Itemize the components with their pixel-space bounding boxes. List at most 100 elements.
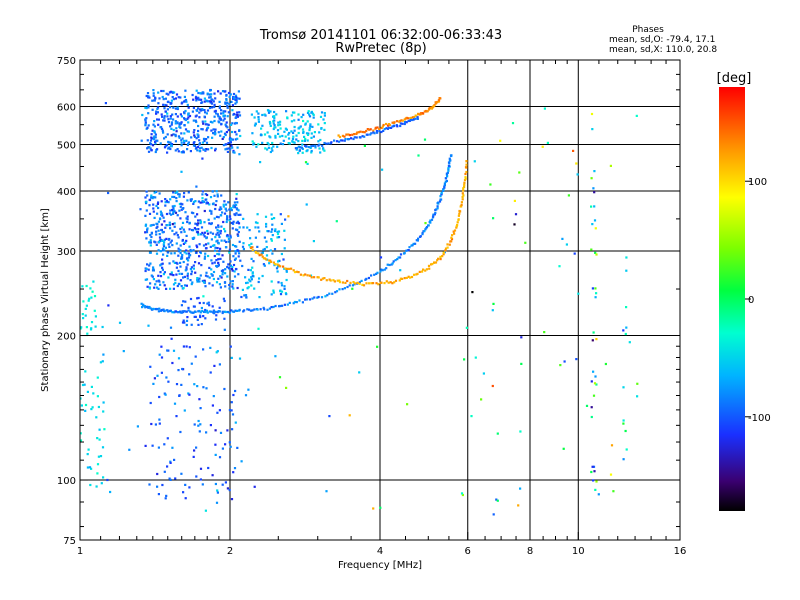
data-point <box>199 315 202 319</box>
data-point <box>163 146 167 149</box>
data-point <box>220 123 223 126</box>
data-point <box>214 97 217 100</box>
data-point <box>401 119 404 122</box>
data-point <box>258 254 261 257</box>
data-point <box>168 245 171 248</box>
data-point <box>92 392 95 395</box>
data-point <box>300 116 303 119</box>
data-point <box>186 263 189 266</box>
data-point <box>398 279 401 282</box>
data-point <box>181 203 184 206</box>
data-point <box>150 196 153 199</box>
data-point <box>178 195 181 198</box>
data-point <box>337 134 340 137</box>
data-point <box>85 284 88 288</box>
data-point <box>426 110 429 113</box>
data-point <box>338 279 341 282</box>
data-point <box>250 246 253 249</box>
data-point <box>380 281 383 284</box>
data-point <box>320 296 324 299</box>
data-points <box>80 88 639 516</box>
data-point <box>190 250 193 253</box>
data-point <box>165 104 168 107</box>
y-tick-label: 600 <box>57 103 76 114</box>
data-point <box>231 428 234 431</box>
data-point <box>156 107 159 110</box>
data-point <box>405 121 408 124</box>
data-point <box>356 131 359 134</box>
data-point <box>181 238 184 242</box>
data-point <box>169 326 173 329</box>
data-point <box>149 147 152 150</box>
data-point <box>233 275 237 278</box>
data-point <box>513 199 516 202</box>
data-point <box>187 141 190 144</box>
data-point <box>345 133 348 136</box>
data-point <box>184 241 187 244</box>
data-point <box>270 260 273 263</box>
data-point <box>200 128 203 131</box>
data-point <box>239 213 242 216</box>
data-point <box>251 272 254 275</box>
data-point <box>304 137 307 141</box>
data-point <box>170 213 173 216</box>
data-point <box>174 310 178 313</box>
data-point <box>300 146 303 149</box>
data-point <box>145 200 148 203</box>
data-point <box>183 132 186 135</box>
data-point <box>231 283 234 286</box>
x-tick-label: 2 <box>227 546 233 557</box>
data-point <box>370 274 373 277</box>
data-point <box>286 116 289 119</box>
data-point <box>391 121 394 124</box>
data-point <box>158 395 161 399</box>
data-point <box>212 100 215 103</box>
data-point <box>391 282 394 285</box>
data-point <box>269 122 272 125</box>
data-point <box>249 269 252 272</box>
data-point <box>161 115 164 118</box>
data-point <box>217 90 220 93</box>
data-point <box>381 168 384 171</box>
data-point <box>155 226 158 229</box>
data-point <box>157 446 160 449</box>
data-point <box>491 309 494 312</box>
data-point <box>187 116 190 119</box>
data-point <box>94 315 97 318</box>
data-point <box>177 236 180 239</box>
data-point <box>463 185 466 188</box>
data-point <box>189 310 192 313</box>
data-point <box>144 231 147 234</box>
data-point <box>216 195 219 198</box>
data-point <box>595 292 598 295</box>
data-point <box>176 115 179 118</box>
data-point <box>158 236 162 239</box>
data-point <box>169 144 173 147</box>
data-point <box>214 236 217 239</box>
data-point <box>158 240 161 244</box>
data-point <box>343 287 346 290</box>
data-point <box>152 89 155 92</box>
data-point <box>157 220 160 223</box>
data-point <box>594 227 597 230</box>
data-point <box>169 227 172 230</box>
data-point <box>227 237 230 240</box>
data-point <box>298 299 301 302</box>
data-point <box>201 141 205 144</box>
data-point <box>168 146 171 149</box>
data-point <box>313 296 316 299</box>
data-point <box>271 141 274 145</box>
data-point <box>210 102 214 105</box>
data-point <box>562 447 565 450</box>
data-point <box>361 130 364 134</box>
data-point <box>185 284 188 287</box>
data-point <box>92 280 95 283</box>
data-point <box>387 281 390 284</box>
data-point <box>334 291 337 294</box>
data-point <box>275 267 279 270</box>
data-point <box>91 406 94 409</box>
data-point <box>323 277 326 280</box>
data-point <box>174 477 177 480</box>
data-point <box>201 231 204 234</box>
data-point <box>160 239 163 242</box>
